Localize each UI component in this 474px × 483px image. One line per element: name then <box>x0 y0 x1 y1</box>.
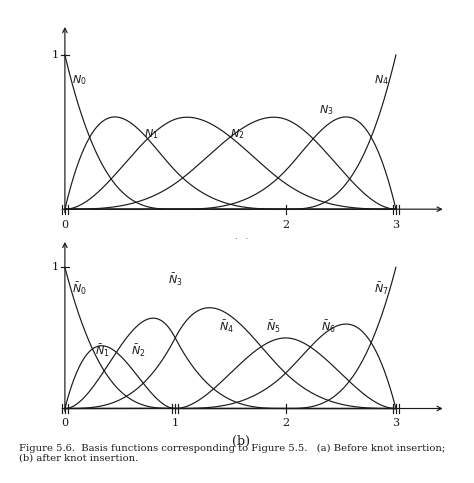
Text: 0: 0 <box>61 220 68 230</box>
Text: 1: 1 <box>51 262 58 272</box>
Text: $\bar{N}_2$: $\bar{N}_2$ <box>131 342 146 359</box>
Text: $\bar{N}_3$: $\bar{N}_3$ <box>167 272 182 288</box>
Text: 1: 1 <box>172 418 179 428</box>
Text: 3: 3 <box>392 418 400 428</box>
Text: $N_3$: $N_3$ <box>319 103 333 117</box>
Text: (a): (a) <box>233 239 250 252</box>
Text: $\bar{N}_5$: $\bar{N}_5$ <box>266 319 281 335</box>
Text: 2: 2 <box>282 220 289 230</box>
Text: $\bar{N}_1$: $\bar{N}_1$ <box>95 342 109 359</box>
Text: $N_1$: $N_1$ <box>145 127 159 141</box>
Text: 0: 0 <box>61 418 68 428</box>
Text: $\bar{N}_4$: $\bar{N}_4$ <box>219 319 234 335</box>
Text: Figure 5.6.  Basis functions corresponding to Figure 5.5.   (a) Before knot inse: Figure 5.6. Basis functions correspondin… <box>19 443 445 463</box>
Text: 1: 1 <box>51 50 58 60</box>
Text: $\bar{N}_7$: $\bar{N}_7$ <box>374 281 389 297</box>
Text: $N_2$: $N_2$ <box>230 127 245 141</box>
Text: $N_4$: $N_4$ <box>374 73 389 86</box>
Text: (b): (b) <box>232 435 250 448</box>
Text: 3: 3 <box>392 220 400 230</box>
Text: $N_0$: $N_0$ <box>72 73 86 86</box>
Text: $\bar{N}_6$: $\bar{N}_6$ <box>321 319 336 335</box>
Text: $\bar{N}_0$: $\bar{N}_0$ <box>72 281 86 297</box>
Text: 2: 2 <box>282 418 289 428</box>
